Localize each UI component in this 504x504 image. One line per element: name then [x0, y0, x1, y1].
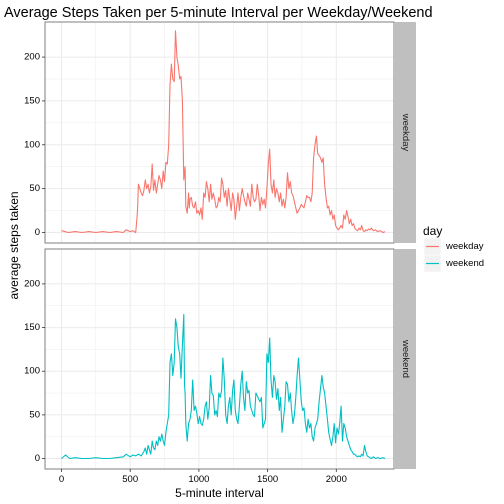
panel-background: [45, 249, 394, 469]
y-tick-label: 150: [24, 322, 40, 333]
y-tick-label: 150: [24, 95, 40, 106]
y-tick-label: 50: [29, 183, 40, 194]
y-axis-title: average steps taken: [7, 191, 21, 299]
facet-strip: [395, 249, 416, 469]
x-tick-label: 500: [122, 474, 138, 485]
x-tick-label: 2000: [326, 474, 347, 485]
y-tick-label: 100: [24, 366, 40, 377]
x-tick-label: 1500: [257, 474, 278, 485]
legend-title: day: [423, 224, 442, 238]
facet-strip-label: weekday: [400, 113, 411, 152]
x-tick-label: 0: [59, 474, 64, 485]
x-tick-label: 1000: [188, 474, 209, 485]
y-tick-label: 200: [24, 278, 40, 289]
y-tick-label: 0: [35, 453, 40, 464]
legend-label-weekday: weekday: [445, 241, 484, 252]
panel-border: [44, 248, 395, 470]
y-tick-label: 0: [35, 227, 40, 238]
y-tick-label: 200: [24, 52, 40, 63]
facet-strip-label: weekend: [400, 339, 411, 378]
series-line-weekday: [61, 30, 386, 234]
panel-background: [45, 22, 394, 243]
x-axis-title: 5-minute interval: [175, 486, 264, 500]
legend: day weekday weekend: [423, 224, 484, 273]
panel-weekday: weekday 0 50 100 150 200: [24, 21, 416, 244]
chart-title: Average Steps Taken per 5-minute Interva…: [4, 5, 433, 21]
panel-border: [44, 21, 395, 244]
y-tick-label: 50: [29, 409, 40, 420]
legend-label-weekend: weekend: [445, 258, 484, 269]
series-line-weekend: [61, 313, 386, 460]
facet-strip: [395, 22, 416, 243]
y-tick-label: 100: [24, 139, 40, 150]
